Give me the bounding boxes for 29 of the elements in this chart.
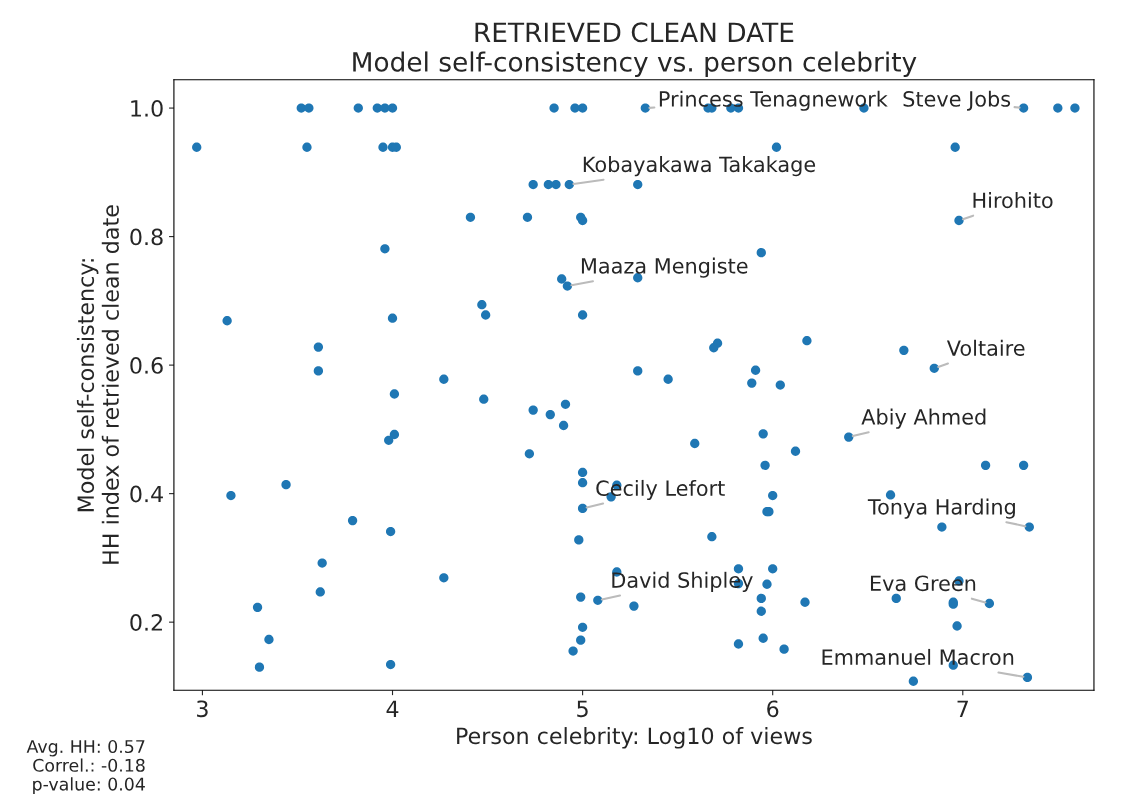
y-tick-label: 0.2	[130, 614, 162, 631]
y-tick-label: 0.6	[130, 357, 163, 374]
y-tick-label: 1.0	[131, 100, 163, 117]
annotation: Eva Green	[870, 575, 976, 592]
x-tick-label: 6	[767, 700, 779, 718]
annotation: Maaza Mengiste	[581, 257, 748, 278]
x-tick-label: 7	[957, 700, 968, 717]
x-tick-label: 5	[577, 700, 588, 718]
annotation: Cecily Lefort	[596, 479, 725, 501]
annotation: David Shipley	[612, 571, 753, 592]
text: p-value: 0.04	[33, 777, 145, 795]
x-axis-title: Person celebrity: Log10 of views	[457, 727, 812, 749]
y-tick-label: 0.8	[130, 228, 163, 246]
annotation: Steve Jobs	[903, 90, 1011, 111]
annotation: Kobayakawa Takakage	[583, 156, 816, 177]
annotation: Tonya Harding	[867, 498, 1015, 519]
chart-subtitle: Model self-consistency vs. person celebrity	[353, 51, 917, 77]
annotation: Emmanuel Macron	[822, 648, 1014, 666]
annotation: Abiy Ahmed	[861, 408, 986, 429]
annotation: Hirohito	[973, 192, 1053, 209]
y-tick-label: 0.4	[130, 485, 163, 503]
chart-title: RETRIEVED CLEAN DATE	[475, 22, 794, 43]
y-axis-title: Model self-consistency: HH index of retrieved clean date	[76, 205, 119, 564]
text: Correl.: -0.18	[33, 758, 145, 772]
annotation: Voltaire	[946, 339, 1025, 356]
x-tick-label: 4	[386, 700, 399, 717]
annotation: Princess Tenagnework	[659, 90, 888, 111]
x-tick-label: 3	[197, 700, 208, 718]
text: Avg. HH: 0.57	[26, 739, 145, 757]
